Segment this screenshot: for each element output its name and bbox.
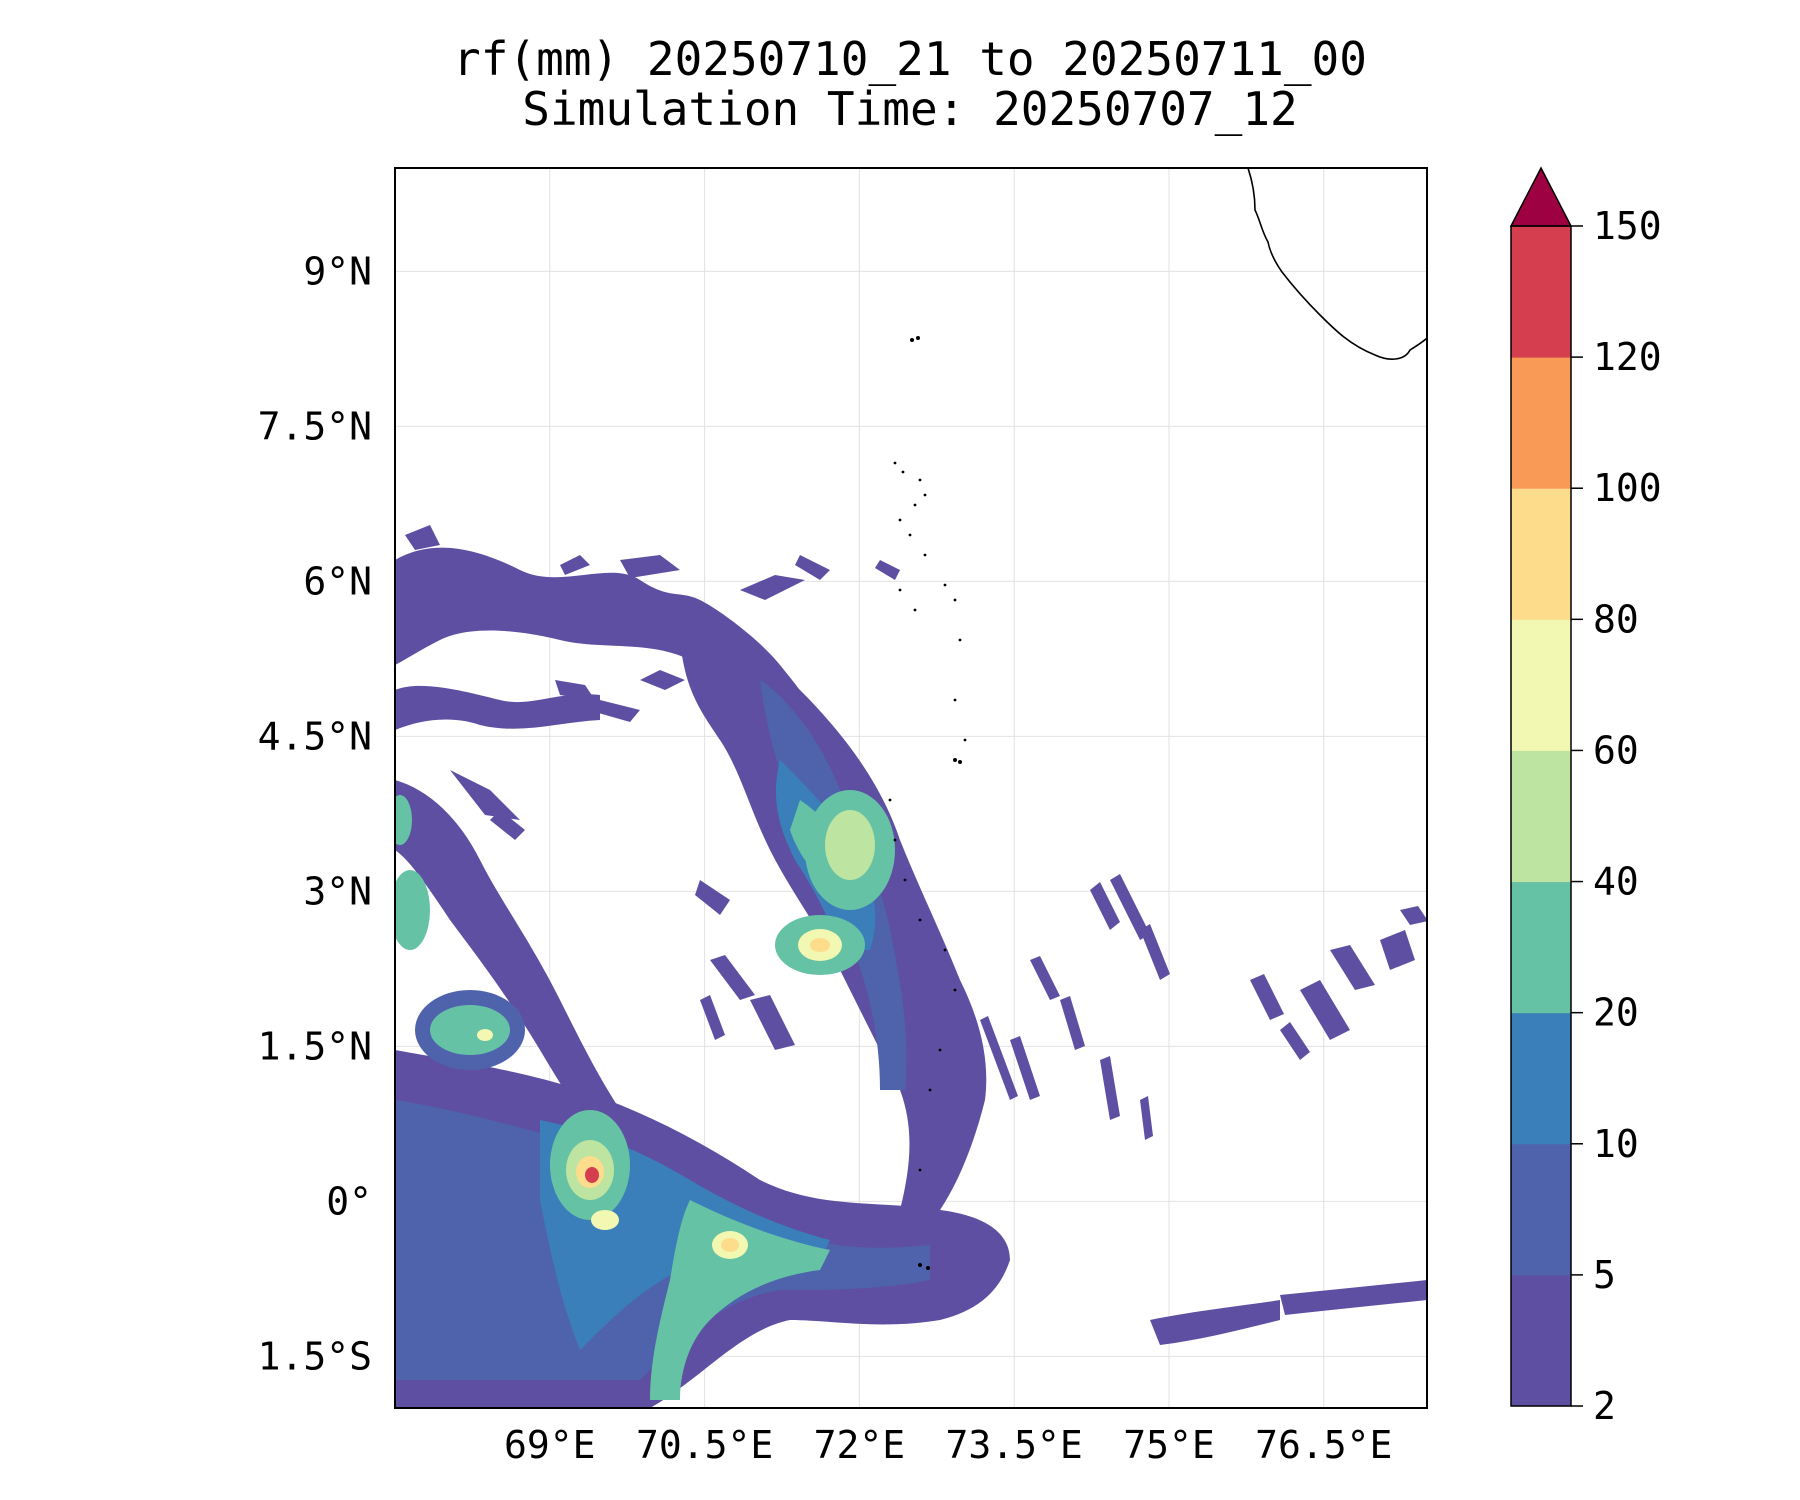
rain-cell-c — [591, 1210, 619, 1230]
rainfall-field — [395, 525, 1427, 1408]
x-tick-label: 75°E — [1123, 1423, 1215, 1467]
colorbar-segment — [1511, 619, 1571, 751]
colorbar-segment — [1511, 1143, 1571, 1276]
colorbar-segment — [1511, 357, 1571, 489]
colorbar-extend-arrow — [1509, 166, 1573, 227]
colorbar-segment — [1511, 226, 1571, 358]
rain-west-cell-2 — [430, 1005, 510, 1055]
x-tick-label: 76.5°E — [1255, 1423, 1392, 1467]
colorbar-label: 60 — [1593, 728, 1639, 772]
y-tick-label: 9°N — [303, 249, 372, 293]
y-tick-label: 0° — [326, 1179, 372, 1223]
colorbar-segment — [1511, 881, 1571, 1014]
colorbar-segment — [1511, 1274, 1571, 1407]
plot-title-line2: Simulation Time: 20250707_12 — [522, 82, 1298, 136]
y-tick-label: 4.5°N — [258, 714, 372, 758]
y-tick-label: 1.5°N — [258, 1024, 372, 1068]
colorbar-label: 100 — [1593, 466, 1662, 510]
coastline-india — [1247, 167, 1428, 360]
plot-title-line1: rf(mm) 20250710_21 to 20250711_00 — [453, 32, 1367, 86]
x-tick-label: 72°E — [814, 1423, 906, 1467]
rain-cell-d-core — [721, 1238, 739, 1252]
rain-west-edge-2 — [395, 795, 412, 845]
x-tick-label: 70.5°E — [636, 1423, 773, 1467]
colorbar-segment — [1511, 488, 1571, 620]
colorbar-segment — [1511, 1012, 1571, 1145]
colorbar-label: 10 — [1593, 1122, 1639, 1166]
rain-arc-band-2 — [395, 685, 600, 730]
colorbar-frame — [1510, 225, 1572, 1407]
y-tick-label: 3°N — [303, 869, 372, 913]
rain-core-north-inner — [825, 810, 875, 880]
colorbar: 2 5 10 20 40 60 80 100 120 150 — [1509, 166, 1662, 1428]
x-tick-label: 73.5°E — [946, 1423, 1083, 1467]
rain-cell-a-core — [810, 938, 830, 952]
colorbar-label: 2 — [1593, 1384, 1616, 1428]
rain-west-edge — [395, 870, 430, 950]
x-axis-labels: 69°E 70.5°E 72°E 73.5°E 75°E 76.5°E — [504, 1423, 1392, 1467]
maldives-atolls — [888, 336, 967, 1270]
y-tick-label: 7.5°N — [258, 404, 372, 448]
rain-arc-band — [395, 547, 810, 740]
rain-west-cell-3 — [477, 1029, 493, 1041]
rain-cell-b-core — [585, 1167, 599, 1183]
rain-east-streaks — [980, 874, 1427, 1140]
y-axis-labels: 9°N 7.5°N 6°N 4.5°N 3°N 1.5°N 0° 1.5°S — [258, 249, 372, 1378]
rain-south-tail — [1150, 1300, 1280, 1345]
colorbar-label: 40 — [1593, 860, 1639, 904]
rain-west-band — [395, 780, 780, 1290]
colorbar-label: 150 — [1593, 204, 1662, 248]
colorbar-label: 20 — [1593, 991, 1639, 1035]
map-frame — [394, 167, 1428, 1409]
rain-southwest-green — [650, 1200, 830, 1400]
rain-south-tail-2 — [1280, 1280, 1427, 1315]
colorbar-label: 5 — [1593, 1253, 1616, 1297]
y-tick-label: 1.5°S — [258, 1334, 372, 1378]
colorbar-label: 80 — [1593, 597, 1639, 641]
x-tick-label: 69°E — [504, 1423, 596, 1467]
colorbar-segment — [1511, 750, 1571, 883]
colorbar-label: 120 — [1593, 335, 1662, 379]
y-tick-label: 6°N — [303, 559, 372, 603]
